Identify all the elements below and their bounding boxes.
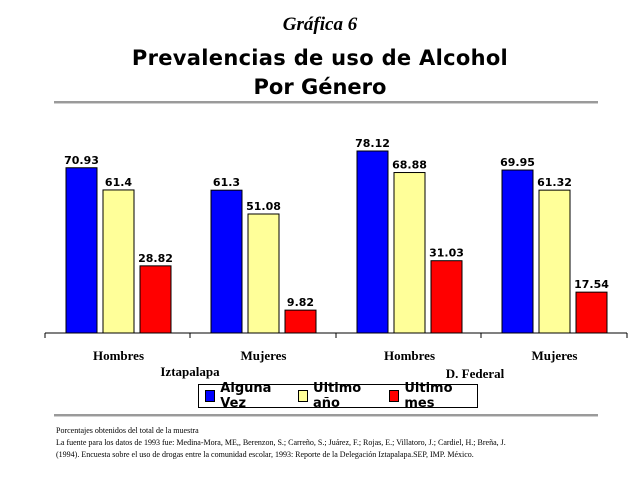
data-label-alguna-vez-3: 78.12 bbox=[355, 137, 390, 150]
chart-legend: Alguna Vez Ultimo año Ultimo mes bbox=[198, 381, 478, 411]
legend-swatch-ultimo-mes bbox=[389, 390, 400, 402]
bar-alguna-vez-2 bbox=[210, 189, 243, 334]
legend-item-ultimo-ano: Ultimo año bbox=[297, 381, 379, 411]
bar-alguna-vez-1 bbox=[65, 167, 98, 334]
data-label-ultimo-ano-2: 51.08 bbox=[246, 200, 281, 213]
group-label-2: D. Federal bbox=[446, 366, 505, 381]
legend-swatch-ultimo-ano bbox=[297, 390, 309, 402]
data-label-ultimo-mes-3: 31.03 bbox=[429, 247, 464, 260]
group-label-1: Iztapalapa bbox=[160, 364, 220, 379]
chart-number: Gráfica 6 bbox=[282, 14, 358, 35]
chart-title-line1: Prevalencias de uso de Alcohol bbox=[131, 46, 509, 70]
data-label-alguna-vez-1: 70.93 bbox=[64, 154, 99, 167]
legend-swatch-alguna-vez bbox=[205, 390, 216, 402]
data-label-ultimo-mes-1: 28.82 bbox=[138, 252, 173, 265]
bar-alguna-vez-3 bbox=[356, 150, 389, 334]
note-line-3: (1994). Encuesta sobre el uso de drogas … bbox=[56, 450, 474, 459]
title-divider bbox=[54, 101, 598, 104]
bar-ultimo-mes-1 bbox=[139, 265, 172, 334]
category-label-1: Hombres bbox=[93, 348, 144, 363]
data-label-ultimo-ano-1: 61.4 bbox=[105, 176, 132, 189]
category-label-3: Hombres bbox=[384, 348, 435, 363]
bar-ultimo-mes-4 bbox=[575, 291, 608, 334]
category-label-2: Mujeres bbox=[241, 348, 287, 363]
data-label-alguna-vez-2: 61.3 bbox=[213, 176, 240, 189]
notes-divider bbox=[54, 414, 598, 417]
legend-item-ultimo-mes: Ultimo mes bbox=[389, 381, 473, 411]
bar-ultimo-mes-3 bbox=[430, 260, 463, 334]
data-label-ultimo-ano-4: 61.32 bbox=[537, 176, 572, 189]
bar-ultimo-mes-2 bbox=[284, 309, 317, 334]
category-label-4: Mujeres bbox=[532, 348, 578, 363]
bar-ultimo-ano-4 bbox=[538, 189, 571, 334]
data-label-alguna-vez-4: 69.95 bbox=[500, 156, 535, 169]
data-label-ultimo-mes-2: 9.82 bbox=[287, 296, 314, 309]
legend-label-alguna-vez: Alguna Vez bbox=[220, 381, 272, 411]
source-notes: Porcentajes obtenidos del total de la mu… bbox=[56, 425, 616, 461]
bar-alguna-vez-4 bbox=[501, 169, 534, 334]
note-line-1: Porcentajes obtenidos del total de la mu… bbox=[56, 426, 199, 435]
data-label-ultimo-mes-4: 17.54 bbox=[574, 278, 609, 291]
legend-label-ultimo-mes: Ultimo mes bbox=[404, 381, 453, 411]
bar-ultimo-ano-1 bbox=[102, 189, 135, 334]
data-label-ultimo-ano-3: 68.88 bbox=[392, 159, 427, 172]
legend-label-ultimo-ano: Ultimo año bbox=[313, 381, 362, 411]
chart-title-line2: Por Género bbox=[253, 75, 387, 99]
bar-ultimo-ano-2 bbox=[247, 213, 280, 334]
bar-ultimo-ano-3 bbox=[393, 172, 426, 334]
note-line-2: La fuente para los datos de 1993 fue: Me… bbox=[56, 438, 506, 447]
legend-item-alguna-vez: Alguna Vez bbox=[205, 381, 288, 411]
